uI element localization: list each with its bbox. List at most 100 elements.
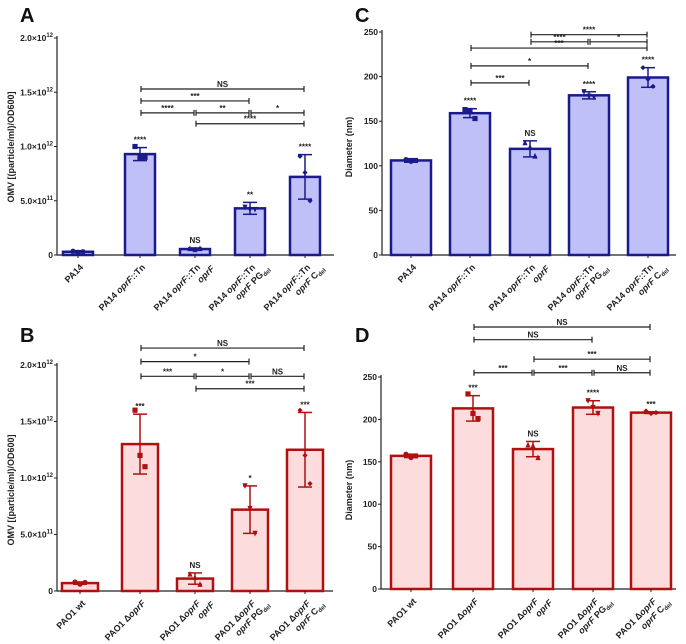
- y-tick-label: 150: [364, 116, 378, 126]
- tick-exponent: 11: [47, 196, 54, 202]
- significance-label: NS: [524, 129, 536, 138]
- x-tick-label-line: PA14 oprF::Tn: [427, 262, 477, 312]
- data-point: [472, 115, 478, 122]
- bracket-label: NS: [272, 367, 284, 376]
- label-word: PA14: [487, 290, 510, 313]
- x-tick-label-line: PA14 oprF::Tn: [487, 262, 537, 312]
- data-point: [197, 581, 203, 587]
- data-point: [137, 154, 143, 160]
- bar: [571, 406, 615, 591]
- x-tick-label-line: PA14: [63, 262, 86, 285]
- data-point: [80, 249, 86, 255]
- label-word: PA14: [97, 290, 120, 313]
- data-point: [467, 107, 473, 114]
- data-point: [242, 483, 248, 490]
- label-word: oprF::Tn: [114, 262, 147, 295]
- data-point: [197, 245, 203, 252]
- label-word: wt: [72, 598, 87, 613]
- data-point: [590, 404, 596, 411]
- data-point: [70, 248, 76, 254]
- bar: [508, 147, 552, 257]
- significance-label: ****: [587, 389, 600, 398]
- data-point: [302, 452, 308, 458]
- data-point: [297, 153, 303, 159]
- y-tick-label: 100: [363, 499, 377, 509]
- data-point: [307, 481, 313, 487]
- bar: [448, 111, 492, 257]
- x-tick-label-line: PAO1 ΔoprF: [436, 596, 481, 641]
- y-axis-label: OMV [(particle/ml)/OD600]: [6, 91, 16, 202]
- bar: [567, 94, 611, 257]
- x-tick-label-line: PA14: [396, 262, 419, 285]
- bracket-label: ***: [554, 39, 564, 48]
- bar: [123, 152, 157, 257]
- label-word: PA14: [396, 262, 419, 285]
- chart-panel-a: A 0 5.0×1011 1.0×1012 1.5×1012 2.0×1012 OMV [(…: [6, 5, 334, 313]
- label-subscript: del: [317, 604, 328, 615]
- data-point: [408, 454, 414, 461]
- x-tick-label: PAO1 wt: [385, 596, 418, 629]
- bar: [233, 207, 267, 257]
- panel-letter: C: [355, 5, 369, 27]
- significance-label: **: [247, 190, 254, 199]
- x-tick-label: PAO1 wt: [54, 598, 87, 631]
- label-gene: oprF: [504, 274, 526, 296]
- bar: [389, 454, 433, 591]
- significance-label: ***: [300, 400, 310, 409]
- significance-label: ****: [642, 56, 655, 65]
- x-tick-label: PAO1 ΔoprF: [103, 598, 148, 643]
- data-point: [530, 442, 536, 449]
- data-point: [142, 154, 148, 160]
- label-word: PA14: [152, 290, 175, 313]
- data-point: [595, 410, 601, 417]
- data-point: [640, 65, 646, 71]
- bracket-label: ***: [163, 367, 173, 376]
- label-word: PAO1: [496, 617, 520, 641]
- label-subscript: del: [663, 602, 674, 613]
- bracket-label: ****: [583, 26, 596, 35]
- y-tick-label: 0: [373, 250, 378, 260]
- x-tick-label: PA14 oprF::Tn: [427, 262, 477, 312]
- label-subscript: del: [605, 602, 616, 613]
- data-point: [242, 204, 248, 211]
- data-point: [247, 206, 253, 213]
- y-tick-label: 5.0×1011: [20, 196, 53, 206]
- significance-label: NS: [189, 236, 201, 245]
- tick-exponent: 12: [46, 87, 53, 93]
- bracket-label: NS: [616, 364, 628, 373]
- data-point: [142, 464, 148, 470]
- x-tick-label-line: PAO1 ΔoprF: [158, 598, 203, 643]
- data-point: [247, 505, 253, 512]
- bar: [629, 411, 673, 591]
- y-axis-label: OMV [(particle/ml)/OD600]: [6, 434, 16, 545]
- x-tick-label-line: PAO1 ΔoprF: [496, 596, 541, 641]
- label-gene: oprF: [444, 274, 466, 296]
- label-gene: oprF: [169, 274, 191, 296]
- label-word: PAO1: [103, 619, 127, 643]
- y-axis-label: Diameter (nm): [344, 460, 354, 521]
- x-tick-label: PA14: [63, 262, 86, 285]
- x-tick-label: PA14: [396, 262, 419, 285]
- y-tick-label: 50: [368, 542, 378, 552]
- data-point: [132, 143, 138, 150]
- data-point: [645, 76, 651, 82]
- label-gene: oprF: [459, 596, 481, 618]
- bracket-label: ***: [587, 350, 597, 359]
- bracket-label: NS: [556, 318, 568, 327]
- bracket-label: ****: [161, 104, 174, 113]
- y-tick-label: 0: [372, 584, 377, 594]
- bracket-label: ****: [553, 33, 566, 42]
- bar: [451, 407, 495, 591]
- label-word: PAO1: [614, 617, 638, 641]
- label-subscript: del: [660, 268, 671, 279]
- data-point: [302, 169, 308, 176]
- data-point: [648, 410, 654, 417]
- label-subscript: del: [317, 268, 328, 279]
- data-point: [591, 94, 597, 101]
- y-tick-label: 5.0×1011: [20, 530, 53, 540]
- bracket-label: *: [221, 367, 225, 376]
- tick-exponent: 12: [46, 33, 53, 39]
